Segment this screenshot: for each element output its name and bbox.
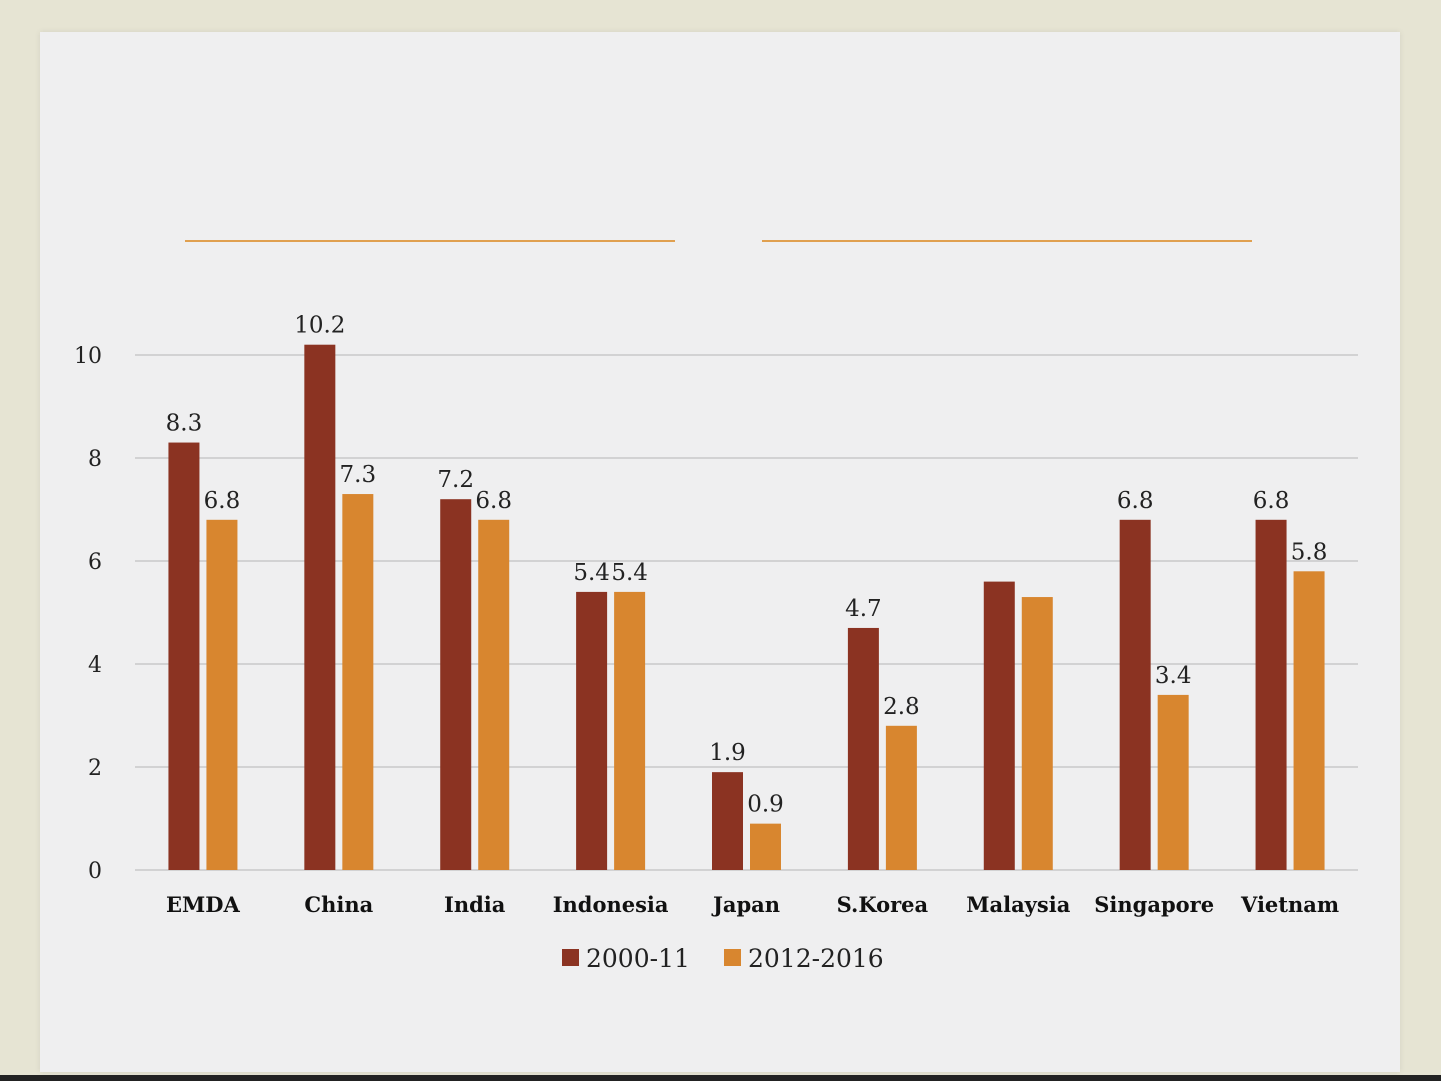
data-label: 0.9: [747, 792, 784, 818]
data-label: 8.3: [166, 411, 203, 437]
legend-swatch: [562, 949, 579, 966]
x-tick-label: India: [444, 892, 506, 917]
data-label: 4.7: [845, 596, 882, 622]
x-tick-label: Indonesia: [553, 892, 669, 917]
data-label: 7.3: [340, 462, 377, 488]
decorative-line-right: [762, 240, 1252, 242]
bar-series1: [847, 627, 879, 870]
data-label: 5.4: [611, 560, 648, 586]
bar-series1: [168, 442, 200, 870]
y-tick-label: 0: [88, 859, 102, 884]
bar-series2: [885, 725, 917, 870]
data-label: 7.2: [437, 467, 474, 493]
grid-layer: [135, 354, 1358, 871]
data-label: 6.8: [1253, 488, 1290, 514]
bar-series1: [304, 344, 336, 870]
decorative-line-left: [185, 240, 675, 242]
y-tick-label: 2: [88, 756, 102, 781]
data-label: 6.8: [1117, 488, 1154, 514]
bottom-rule: [0, 1075, 1441, 1081]
y-tick-label: 4: [88, 653, 102, 678]
bar-series2: [750, 823, 781, 870]
data-label: 6.8: [204, 488, 241, 514]
bar-layer: [168, 344, 1325, 870]
x-tick-label: China: [304, 892, 373, 917]
x-tick-label: Japan: [711, 892, 780, 917]
y-tick-label: 10: [74, 344, 102, 369]
data-label: 5.8: [1291, 539, 1328, 565]
bar-series2: [1293, 571, 1325, 870]
x-tick-label: EMDA: [166, 892, 240, 917]
bar-series1: [712, 772, 743, 870]
bar-series2: [614, 591, 646, 870]
bar-series1: [983, 581, 1015, 870]
x-tick-label: S.Korea: [837, 892, 929, 917]
bar-series2: [206, 519, 238, 870]
data-label: 5.4: [573, 560, 610, 586]
data-label: 3.4: [1155, 663, 1192, 689]
legend-swatch: [724, 949, 741, 966]
y-tick-label: 6: [88, 550, 102, 575]
x-tick-label: Vietnam: [1240, 892, 1339, 917]
bar-series1: [440, 499, 472, 870]
legend-label: 2012-2016: [748, 944, 884, 973]
bar-series1: [1119, 519, 1151, 870]
bar-series2: [342, 494, 374, 870]
bar-series2: [1021, 597, 1053, 870]
bar-series2: [478, 519, 510, 870]
data-label: 6.8: [475, 488, 512, 514]
x-tick-label: Singapore: [1094, 892, 1214, 917]
legend-label: 2000-11: [586, 944, 690, 973]
data-label: 1.9: [709, 740, 746, 766]
x-tick-label: Malaysia: [966, 892, 1070, 917]
legend: 2000-11 2012-2016: [562, 944, 884, 973]
y-tick-label: 8: [88, 447, 102, 472]
data-label: 10.2: [294, 313, 345, 339]
bar-series2: [1157, 694, 1189, 870]
bar-series1: [576, 591, 608, 870]
data-label: 2.8: [883, 694, 920, 720]
bar-series1: [1255, 519, 1287, 870]
slide-background: [40, 32, 1400, 1072]
label-layer: 02468108.36.8EMDA10.27.3China7.26.8India…: [74, 313, 1339, 917]
